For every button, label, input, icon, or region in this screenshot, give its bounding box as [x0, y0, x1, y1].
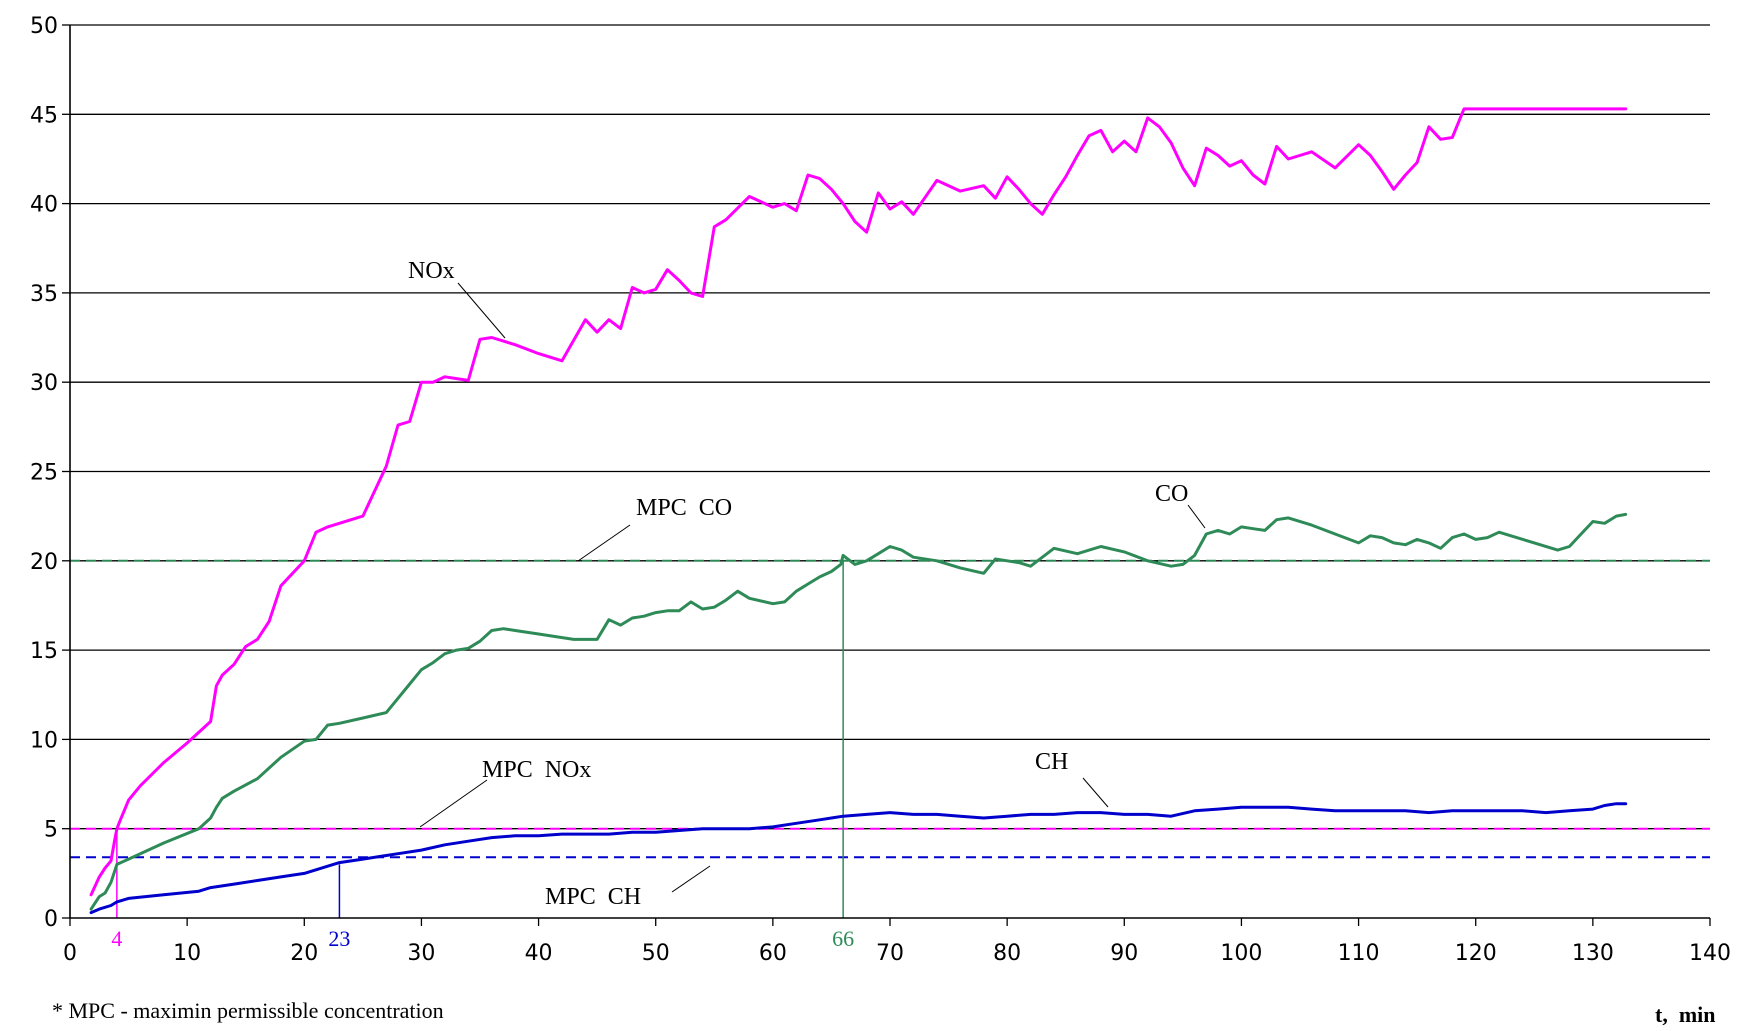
xtick-label-70: 70 [876, 941, 904, 966]
annotation-leaders [419, 282, 1206, 893]
marker-label-4: 4 [111, 926, 122, 951]
xtick-label-80: 80 [993, 941, 1021, 966]
xtick-label-100: 100 [1220, 941, 1262, 966]
co-label: CO [1155, 481, 1188, 507]
xtick-label-140: 140 [1689, 941, 1731, 966]
grid-lines [70, 24, 1710, 830]
axes [62, 24, 1711, 926]
xtick-label-10: 10 [173, 941, 201, 966]
mpc-ch-label: MPC CH [545, 884, 641, 910]
mpc-reference-lines [70, 559, 1710, 859]
marker-label-66: 66 [832, 926, 854, 951]
series-line-ch [89, 802, 1628, 915]
ch-leader [1082, 777, 1109, 808]
series-line-co [89, 512, 1628, 911]
series-line-nox [89, 107, 1628, 897]
ytick-label-35: 35 [30, 282, 58, 307]
mpc-nox-leader [419, 779, 488, 828]
ytick-label-0: 0 [44, 907, 58, 932]
tick-labels: 0 5 10 15 20 25 30 35 40 45 50 0 10 20 30 40 50 60 70 80 90 1… [30, 14, 1731, 966]
ytick-label-5: 5 [44, 818, 58, 843]
nox-label: NOx [408, 258, 455, 284]
x-axis-label: t, min [1655, 1002, 1716, 1027]
xtick-label-20: 20 [290, 941, 318, 966]
xtick-label-0: 0 [63, 941, 77, 966]
xtick-label-30: 30 [407, 941, 435, 966]
ytick-label-20: 20 [30, 550, 58, 575]
ch-label: CH [1035, 749, 1068, 775]
xtick-label-90: 90 [1110, 941, 1138, 966]
ytick-label-45: 45 [30, 103, 58, 128]
marker-label-23: 23 [328, 926, 350, 951]
footnote: * MPC - maximin permissible concentratio… [52, 998, 444, 1023]
nox-leader [457, 282, 506, 339]
ytick-label-10: 10 [30, 728, 58, 753]
mpc-ch-leader [671, 865, 711, 893]
xtick-label-60: 60 [759, 941, 787, 966]
xtick-label-130: 130 [1572, 941, 1614, 966]
xtick-label-120: 120 [1455, 941, 1497, 966]
ytick-label-25: 25 [30, 461, 58, 486]
ytick-label-15: 15 [30, 639, 58, 664]
xtick-label-110: 110 [1338, 941, 1380, 966]
mpc-co-label: MPC CO [636, 495, 732, 521]
mpc-nox-label: MPC NOx [482, 757, 591, 783]
threshold-markers: 4 23 66 [111, 560, 854, 951]
ytick-label-30: 30 [30, 371, 58, 396]
ytick-label-40: 40 [30, 193, 58, 218]
xtick-label-50: 50 [642, 941, 670, 966]
co-leader [1187, 504, 1206, 529]
ytick-label-50: 50 [30, 14, 58, 39]
mpc-co-leader [577, 524, 631, 562]
data-series [89, 107, 1628, 915]
xtick-label-40: 40 [525, 941, 553, 966]
